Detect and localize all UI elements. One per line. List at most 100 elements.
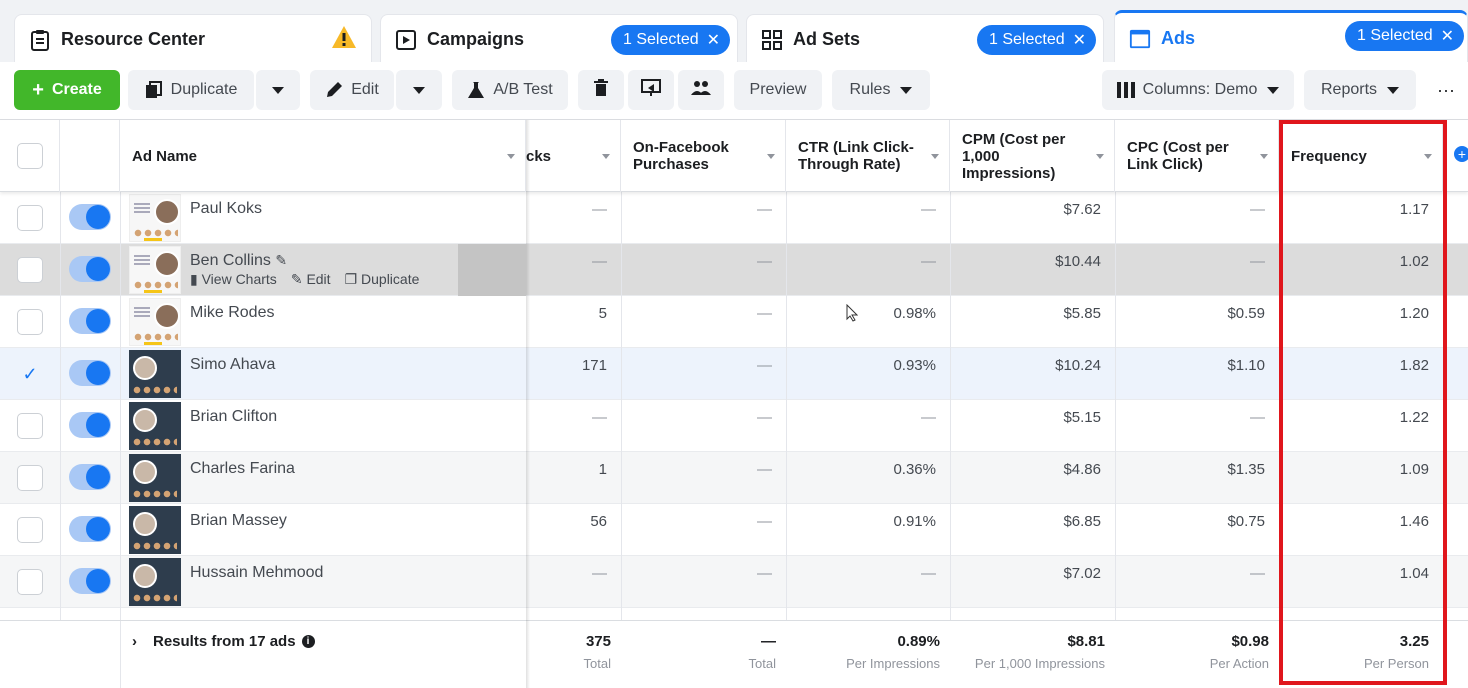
duplicate-link[interactable]: ❐ Duplicate (345, 271, 420, 288)
row-checkbox[interactable] (17, 465, 43, 491)
tab-campaigns[interactable]: Campaigns 1 Selected ✕ (380, 14, 738, 64)
table-row[interactable]: ✓ Simo Ahava 171 — 0.93% $10.24 $1.10 1.… (0, 348, 1468, 400)
column-header-clicks[interactable]: cks (526, 120, 621, 192)
row-checkbox[interactable]: ✓ (22, 364, 38, 384)
info-icon[interactable]: i (301, 635, 315, 648)
cell-cpc: — (1115, 192, 1279, 244)
sort-icon[interactable] (1424, 154, 1432, 159)
sort-icon[interactable] (602, 154, 610, 159)
pinned-column-shadow (526, 120, 530, 688)
column-header-frequency[interactable]: Frequency (1279, 120, 1443, 192)
ad-name[interactable]: Simo Ahava (190, 356, 275, 374)
clear-selection-icon[interactable]: ✕ (1440, 28, 1455, 45)
tab-ads[interactable]: Ads 1 Selected ✕ (1114, 10, 1468, 64)
reports-button[interactable]: Reports (1304, 70, 1416, 110)
ad-thumbnail (129, 298, 181, 346)
selected-pill[interactable]: 1 Selected ✕ (977, 25, 1097, 55)
ad-name[interactable]: Ben Collins ✎ (190, 252, 287, 270)
cell-value: 1.82 (1399, 357, 1429, 374)
select-all-checkbox[interactable] (16, 143, 43, 169)
edit-dropdown-button[interactable] (396, 70, 442, 110)
column-header-cpm[interactable]: CPM (Cost per 1,000 Impressions) (950, 120, 1115, 192)
table-row[interactable]: Brian Clifton — — — $5.15 — 1.22 (0, 400, 1468, 452)
duplicate-button[interactable]: Duplicate (128, 70, 254, 110)
tab-ad-sets[interactable]: Ad Sets 1 Selected ✕ (746, 14, 1104, 64)
table-row[interactable]: Hussain Mehmood — — — $7.02 — 1.04 (0, 556, 1468, 608)
ab-test-button[interactable]: A/B Test (452, 70, 568, 110)
column-divider (786, 120, 787, 620)
audience-button[interactable] (678, 70, 724, 110)
ad-status-toggle[interactable] (69, 412, 111, 438)
row-checkbox[interactable] (17, 569, 43, 595)
table-row[interactable]: Ben Collins ✎ ▮ View Charts ✎ Edit ❐ Dup… (0, 244, 1468, 296)
selected-pill[interactable]: 1 Selected ✕ (1345, 21, 1465, 51)
pencil-icon[interactable]: ✎ (275, 252, 288, 268)
rules-button[interactable]: Rules (832, 70, 930, 110)
cell-value: 1.22 (1399, 409, 1429, 426)
column-divider (120, 120, 121, 620)
cell-value: 1.46 (1399, 513, 1429, 530)
ad-status-toggle[interactable] (69, 360, 111, 386)
cell-value: — (757, 409, 772, 426)
delete-button[interactable] (578, 70, 624, 110)
ad-name[interactable]: Brian Massey (190, 512, 287, 530)
cell-value: — (1250, 409, 1265, 426)
row-checkbox[interactable] (17, 205, 43, 231)
columns-button[interactable]: Columns: Demo (1102, 70, 1294, 110)
ad-icon (1129, 28, 1151, 50)
ad-thumbnail (129, 506, 181, 554)
ad-name[interactable]: Brian Clifton (190, 408, 277, 426)
ad-status-toggle[interactable] (69, 464, 111, 490)
edit-button[interactable]: Edit (310, 70, 394, 110)
cell-frequency: 1.04 (1279, 556, 1443, 608)
more-options-button[interactable]: ··· (1426, 70, 1466, 110)
preview-button[interactable]: Preview (734, 70, 822, 110)
table-row[interactable]: Brian Massey 56 — 0.91% $6.85 $0.75 1.46 (0, 504, 1468, 556)
clear-selection-icon[interactable]: ✕ (706, 32, 721, 49)
cell-cpc: $1.10 (1115, 348, 1279, 400)
ad-name[interactable]: Hussain Mehmood (190, 564, 323, 582)
sort-icon[interactable] (1096, 154, 1104, 159)
cell-value: $10.24 (1055, 357, 1101, 374)
sort-icon[interactable] (931, 154, 939, 159)
row-checkbox[interactable] (17, 309, 43, 335)
ad-status-toggle[interactable] (69, 256, 111, 282)
edit-link[interactable]: ✎ Edit (291, 271, 331, 288)
cell-cpm: $6.85 (950, 504, 1115, 556)
expand-chevron-icon[interactable]: › (132, 633, 137, 650)
row-checkbox[interactable] (17, 257, 43, 283)
table-row[interactable]: Charles Farina 1 — 0.36% $4.86 $1.35 1.0… (0, 452, 1468, 504)
view-charts-link[interactable]: ▮ View Charts (190, 271, 277, 288)
row-checkbox[interactable] (17, 413, 43, 439)
tab-resource-center[interactable]: Resource Center (14, 14, 372, 64)
export-button[interactable] (628, 70, 674, 110)
sort-icon[interactable] (507, 154, 515, 159)
clear-selection-icon[interactable]: ✕ (1072, 32, 1087, 49)
cell-value: 171 (581, 357, 607, 374)
selected-pill[interactable]: 1 Selected ✕ (611, 25, 731, 55)
column-header-ad-name[interactable]: Ad Name (120, 120, 526, 192)
column-header-ctr[interactable]: CTR (Link Click-Through Rate) (786, 120, 950, 192)
ad-status-toggle[interactable] (69, 516, 111, 542)
cell-cpm: $7.62 (950, 192, 1115, 244)
table-row[interactable]: Mike Rodes 5 — 0.98% $5.85 $0.59 1.20 (0, 296, 1468, 348)
ad-status-toggle[interactable] (69, 308, 111, 334)
ad-name[interactable]: Mike Rodes (190, 304, 274, 322)
row-checkbox[interactable] (17, 517, 43, 543)
sort-icon[interactable] (1260, 154, 1268, 159)
sort-icon[interactable] (767, 154, 775, 159)
column-label: On-Facebook Purchases (633, 139, 729, 173)
ad-name[interactable]: Paul Koks (190, 200, 262, 218)
duplicate-dropdown-button[interactable] (256, 70, 300, 110)
ad-name[interactable]: Charles Farina (190, 460, 295, 478)
add-column-icon[interactable]: + (1454, 146, 1468, 162)
reports-label: Reports (1320, 81, 1378, 98)
create-button[interactable]: + Create (14, 70, 120, 110)
table-row[interactable]: Paul Koks — — — $7.62 — 1.17 (0, 192, 1468, 244)
cell-purchases: — (621, 400, 786, 452)
results-summary[interactable]: › Results from 17 ads i (132, 633, 315, 650)
ad-status-toggle[interactable] (69, 204, 111, 230)
column-header-purchases[interactable]: On-Facebook Purchases (621, 120, 786, 192)
column-header-cpc[interactable]: CPC (Cost per Link Click) (1115, 120, 1279, 192)
ad-status-toggle[interactable] (69, 568, 111, 594)
